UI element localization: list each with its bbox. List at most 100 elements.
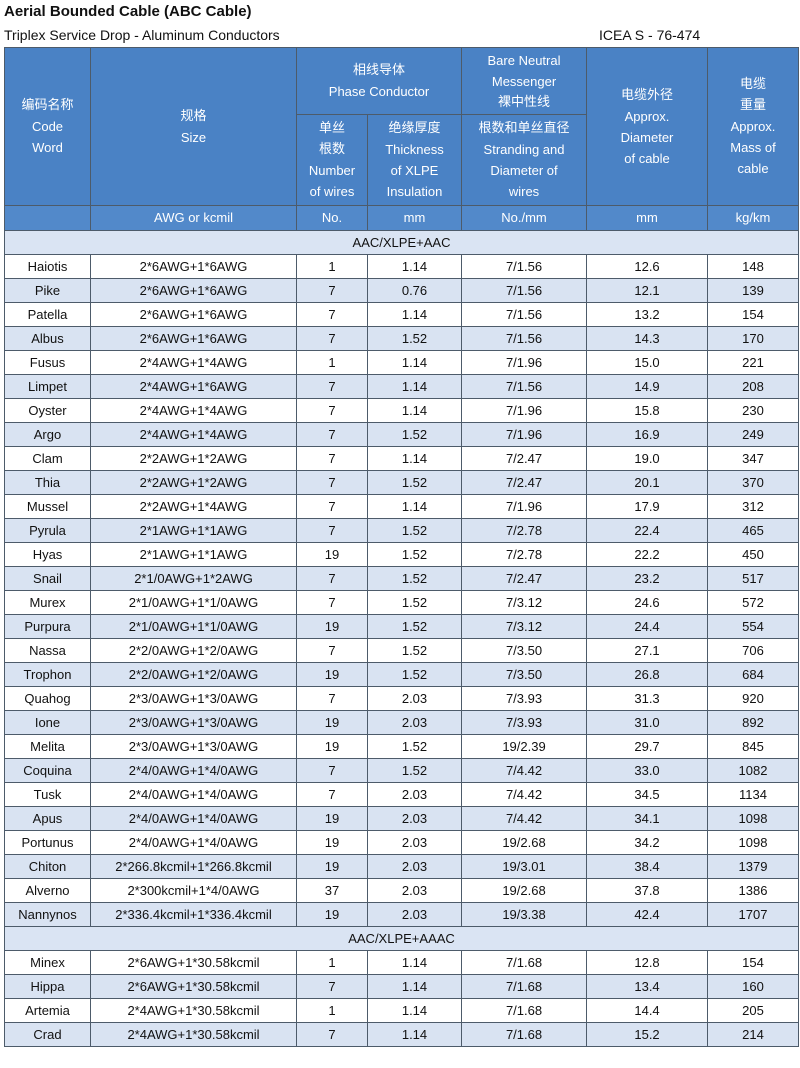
cell-mass: 170 — [707, 326, 800, 351]
cell-stranding: 7/2.47 — [461, 446, 588, 471]
cell-thickness: 2.03 — [366, 806, 463, 831]
cable-spec-table: 编码名称 Code Word 规格 Size 相线导体 Phase Conduc… — [3, 47, 800, 1047]
unit-diameter: mm — [586, 205, 709, 231]
table-row: Hyas 2*1AWG+1*1AWG 19 1.52 7/2.78 22.2 450 — [4, 542, 800, 567]
cell-thickness: 1.52 — [366, 518, 463, 543]
cell-num-wires: 7 — [296, 638, 368, 663]
col-header-thickness: 绝缘厚度 Thickness of XLPE Insulation — [366, 114, 463, 206]
cell-code-word: Minex — [4, 950, 91, 975]
cell-size: 2*4AWG+1*4AWG — [90, 398, 297, 423]
col-header-size: 规格 Size — [90, 47, 297, 206]
cell-size: 2*4AWG+1*4AWG — [90, 350, 297, 375]
cell-size: 2*4/0AWG+1*4/0AWG — [90, 758, 297, 783]
cell-code-word: Quahog — [4, 686, 91, 711]
cell-num-wires: 37 — [296, 878, 368, 903]
cell-size: 2*6AWG+1*6AWG — [90, 254, 297, 279]
cell-code-word: Argo — [4, 422, 91, 447]
cell-size: 2*6AWG+1*6AWG — [90, 302, 297, 327]
cell-mass: 465 — [707, 518, 800, 543]
cell-stranding: 7/3.12 — [461, 590, 588, 615]
cell-num-wires: 7 — [296, 422, 368, 447]
cell-thickness: 1.52 — [366, 422, 463, 447]
cell-size: 2*300kcmil+1*4/0AWG — [90, 878, 297, 903]
table-row: Minex 2*6AWG+1*30.58kcmil 1 1.14 7/1.68 12.8 1… — [4, 950, 800, 975]
cell-diameter: 12.6 — [586, 254, 709, 279]
cell-size: 2*6AWG+1*30.58kcmil — [90, 950, 297, 975]
table-row: Nannynos 2*336.4kcmil+1*336.4kcmil 19 2.03 1… — [4, 902, 800, 927]
table-row: Melita 2*3/0AWG+1*3/0AWG 19 1.52 19/2.39 29.7… — [4, 734, 800, 759]
cell-code-word: Albus — [4, 326, 91, 351]
cell-diameter: 27.1 — [586, 638, 709, 663]
cell-thickness: 2.03 — [366, 782, 463, 807]
cell-stranding: 19/3.01 — [461, 854, 588, 879]
cell-diameter: 22.4 — [586, 518, 709, 543]
cell-diameter: 15.2 — [586, 1022, 709, 1047]
cell-thickness: 1.14 — [366, 254, 463, 279]
cell-code-word: Ione — [4, 710, 91, 735]
cell-mass: 450 — [707, 542, 800, 567]
section-header-row: AAC/XLPE+AAAC — [3, 926, 800, 951]
table-row: Nassa 2*2/0AWG+1*2/0AWG 7 1.52 7/3.50 27.1 706 — [4, 638, 800, 663]
cell-mass: 160 — [707, 974, 800, 999]
cell-thickness: 1.52 — [366, 326, 463, 351]
cell-stranding: 7/1.96 — [461, 494, 588, 519]
table-row: Fusus 2*4AWG+1*4AWG 1 1.14 7/1.96 15.0 221 — [4, 350, 800, 375]
unit-size: AWG or kcmil — [90, 205, 297, 231]
cell-code-word: Purpura — [4, 614, 91, 639]
cell-thickness: 2.03 — [366, 686, 463, 711]
cell-size: 2*266.8kcmil+1*266.8kcmil — [90, 854, 297, 879]
cell-mass: 1082 — [707, 758, 800, 783]
cell-stranding: 7/3.93 — [461, 686, 588, 711]
cell-size: 2*3/0AWG+1*3/0AWG — [90, 710, 297, 735]
col-header-stranding: 根数和单丝直径 Stranding and Diameter of wires — [461, 114, 588, 206]
cell-size: 2*6AWG+1*6AWG — [90, 278, 297, 303]
cell-code-word: Pyrula — [4, 518, 91, 543]
cell-stranding: 7/1.68 — [461, 974, 588, 999]
cell-mass: 1098 — [707, 806, 800, 831]
table-row: Apus 2*4/0AWG+1*4/0AWG 19 2.03 7/4.42 34.1 109… — [4, 806, 800, 831]
cell-size: 2*3/0AWG+1*3/0AWG — [90, 734, 297, 759]
cell-diameter: 34.1 — [586, 806, 709, 831]
cell-thickness: 1.52 — [366, 734, 463, 759]
unit-num-wires: No. — [296, 205, 368, 231]
header-row-1: 编码名称 Code Word 规格 Size 相线导体 Phase Conduc… — [4, 47, 800, 206]
cell-code-word: Chiton — [4, 854, 91, 879]
table-row: Thia 2*2AWG+1*2AWG 7 1.52 7/2.47 20.1 370 — [4, 470, 800, 495]
header-row-2: 单丝 根数 Number of wires 绝缘厚度 Thickness of … — [5, 114, 799, 206]
units-row: AWG or kcmil No. mm No./mm mm kg/km — [4, 205, 800, 231]
cell-thickness: 1.14 — [366, 446, 463, 471]
cell-thickness: 1.14 — [366, 1022, 463, 1047]
cell-code-word: Alverno — [4, 878, 91, 903]
table-row: Ione 2*3/0AWG+1*3/0AWG 19 2.03 7/3.93 31.0 892 — [4, 710, 800, 735]
table-row: Tusk 2*4/0AWG+1*4/0AWG 7 2.03 7/4.42 34.5 1134 — [4, 782, 800, 807]
cell-code-word: Hippa — [4, 974, 91, 999]
cell-diameter: 16.9 — [586, 422, 709, 447]
cell-thickness: 2.03 — [366, 710, 463, 735]
unit-mass: kg/km — [707, 205, 800, 231]
cell-num-wires: 7 — [296, 782, 368, 807]
cell-code-word: Fusus — [4, 350, 91, 375]
cell-size: 2*6AWG+1*30.58kcmil — [90, 974, 297, 999]
cell-thickness: 1.14 — [366, 350, 463, 375]
cell-stranding: 19/3.38 — [461, 902, 588, 927]
cell-mass: 554 — [707, 614, 800, 639]
table-row: Snail 2*1/0AWG+1*2AWG 7 1.52 7/2.47 23.2 517 — [4, 566, 800, 591]
cell-code-word: Melita — [4, 734, 91, 759]
cell-diameter: 34.5 — [586, 782, 709, 807]
table-row: Albus 2*6AWG+1*6AWG 7 1.52 7/1.56 14.3 170 — [4, 326, 800, 351]
cell-size: 2*336.4kcmil+1*336.4kcmil — [90, 902, 297, 927]
cell-code-word: Nassa — [4, 638, 91, 663]
cell-thickness: 1.14 — [366, 398, 463, 423]
table-row: Pike 2*6AWG+1*6AWG 7 0.76 7/1.56 12.1 139 — [4, 278, 800, 303]
cell-num-wires: 1 — [296, 350, 368, 375]
cell-num-wires: 19 — [296, 854, 368, 879]
cell-stranding: 7/1.56 — [461, 326, 588, 351]
cell-num-wires: 7 — [296, 398, 368, 423]
cell-thickness: 2.03 — [366, 902, 463, 927]
cell-size: 2*4AWG+1*30.58kcmil — [90, 998, 297, 1023]
cell-diameter: 42.4 — [586, 902, 709, 927]
cell-num-wires: 19 — [296, 902, 368, 927]
cell-code-word: Murex — [4, 590, 91, 615]
cell-size: 2*6AWG+1*6AWG — [90, 326, 297, 351]
cell-code-word: Trophon — [4, 662, 91, 687]
